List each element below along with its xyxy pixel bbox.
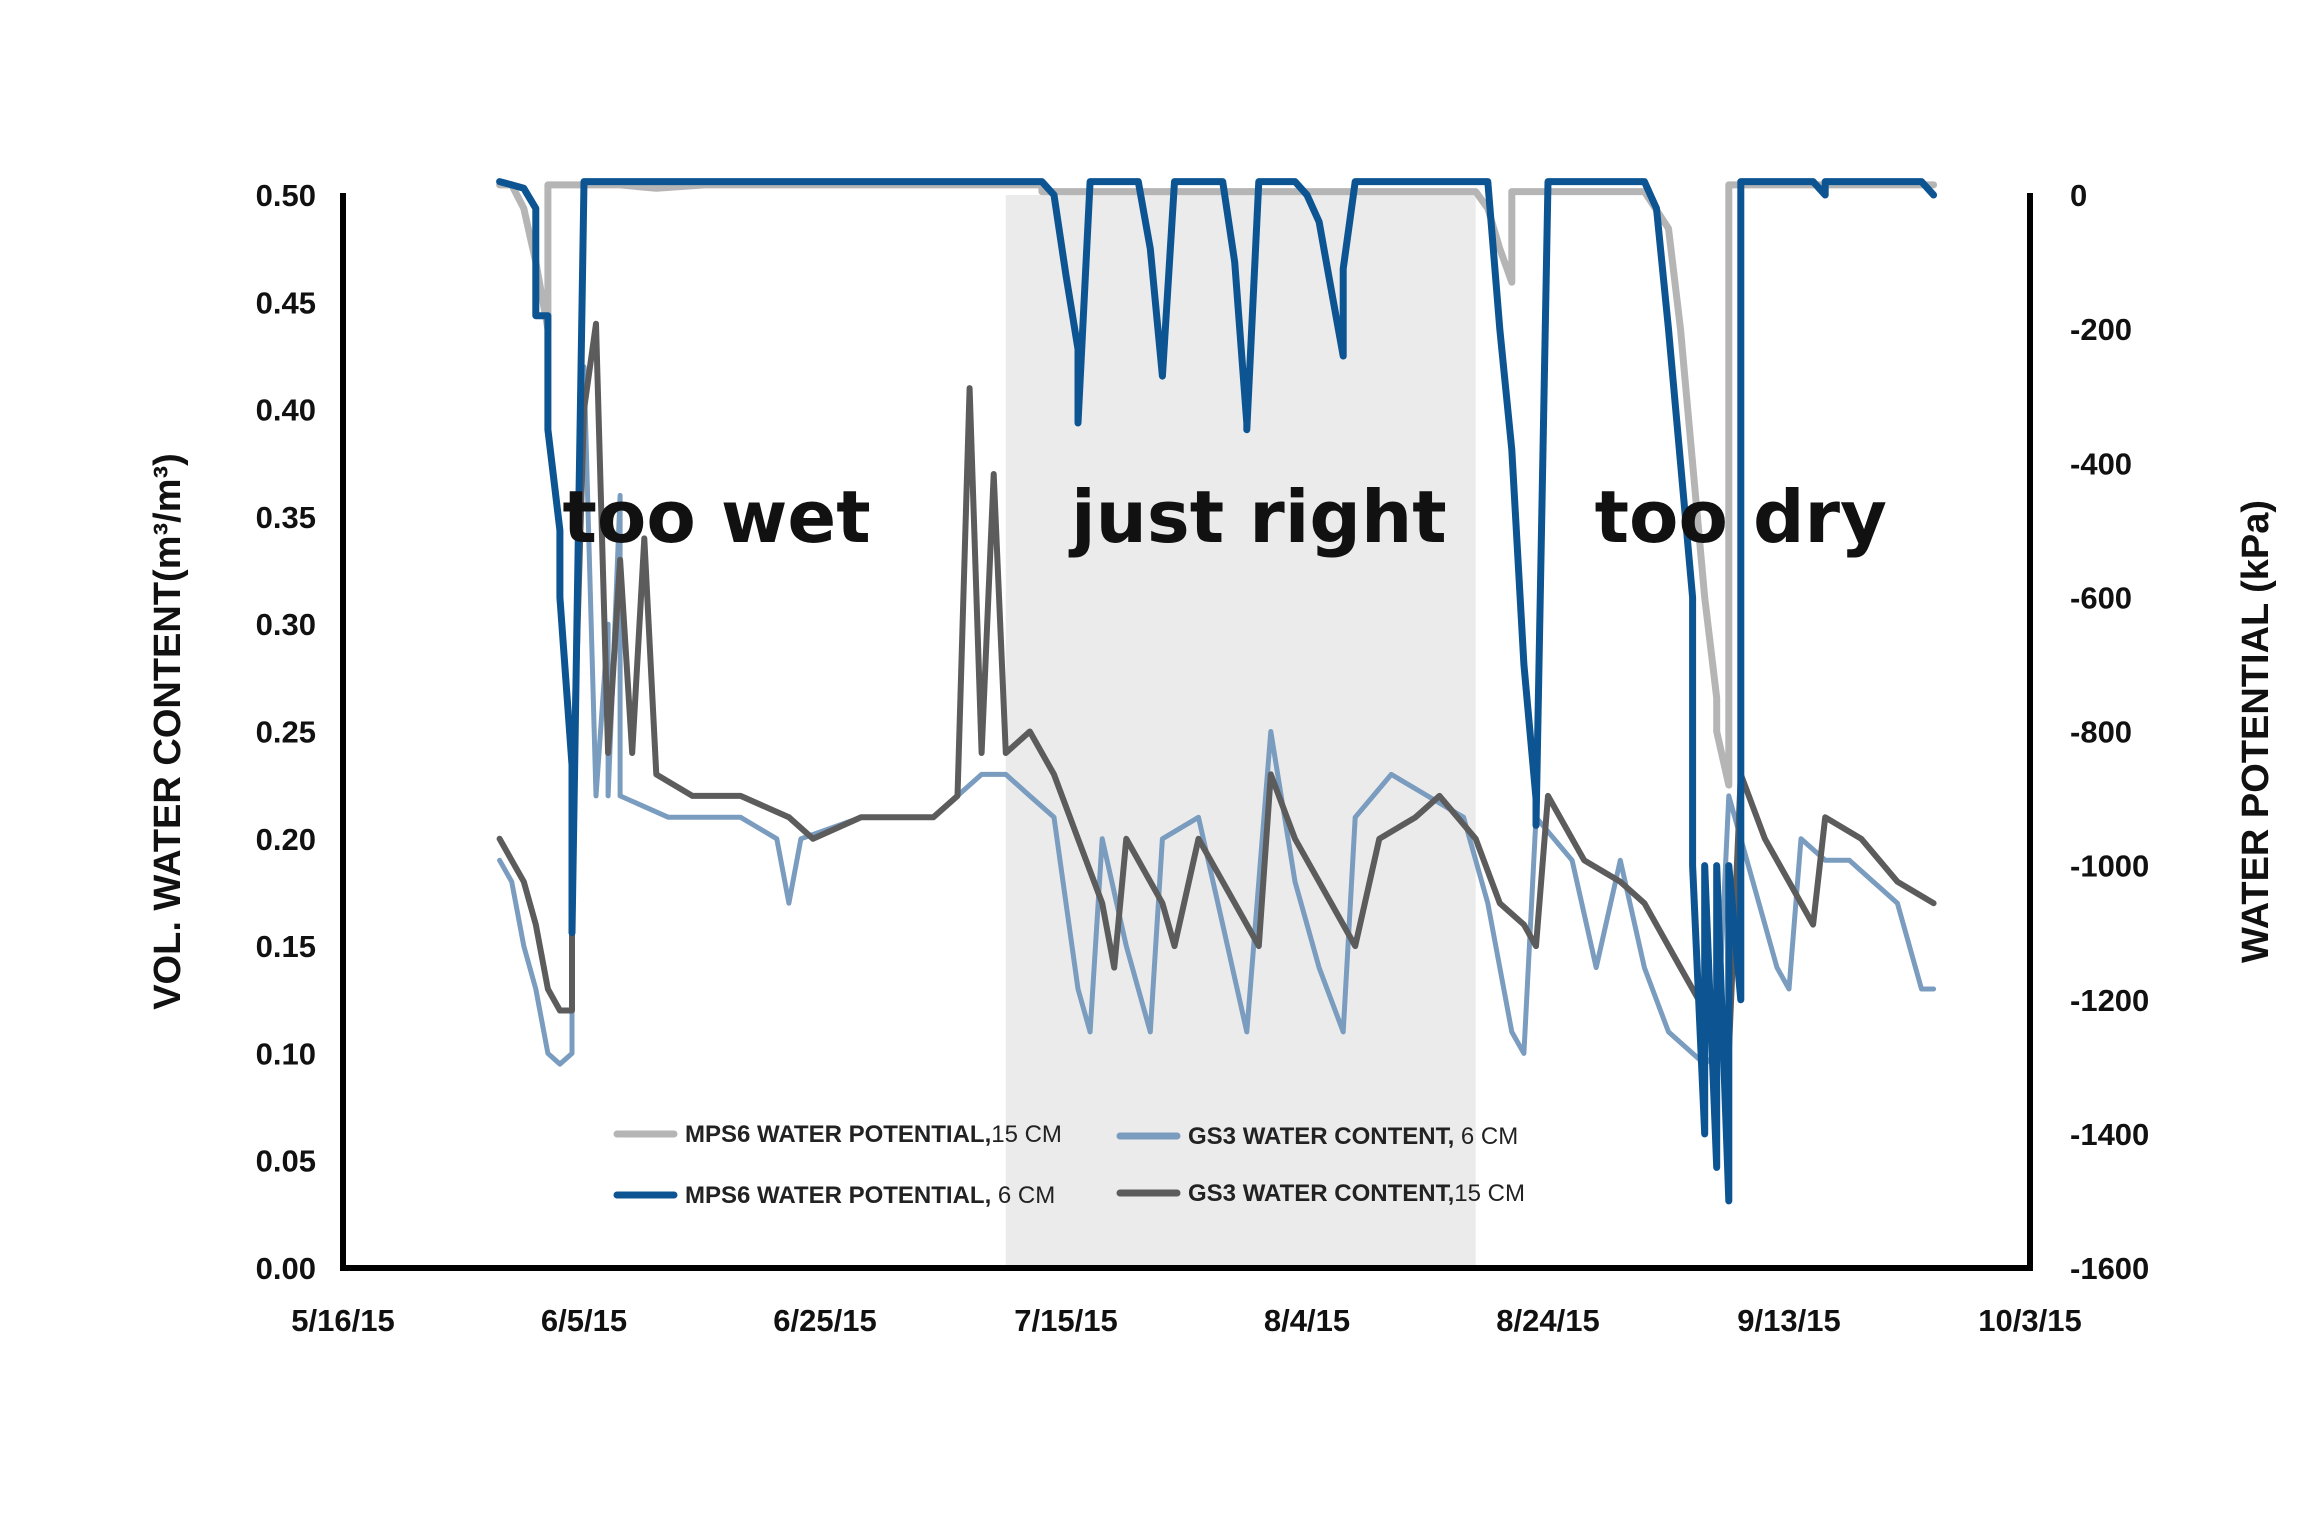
legend-label-gs3-15cm-bold: GS3 WATER CONTENT, (1188, 1180, 1454, 1207)
left-axis-title: VOL. WATER CONTENT(m³/m³) (147, 453, 189, 1010)
x-tick-label: 5/16/15 (291, 1303, 394, 1338)
left-tick-label: 0.10 (256, 1036, 316, 1071)
legend-label-gs3-6cm-depth: 6 CM (1454, 1123, 1518, 1150)
legend-label-gs3-6cm-bold: GS3 WATER CONTENT, (1188, 1123, 1454, 1150)
left-tick-label: 0.20 (256, 822, 316, 857)
x-tick-label: 6/25/15 (773, 1303, 876, 1338)
legend-label-mps6-6cm: MPS6 WATER POTENTIAL, 6 CM (685, 1182, 1055, 1209)
right-tick-label: -1400 (2070, 1117, 2149, 1152)
legend-label-mps6-6cm-bold: MPS6 WATER POTENTIAL, (685, 1182, 991, 1209)
left-tick-label: 0.30 (256, 607, 316, 642)
legend-label-mps6-15cm: MPS6 WATER POTENTIAL,15 CM (685, 1121, 1062, 1148)
legend: MPS6 WATER POTENTIAL,15 CM MPS6 WATER PO… (613, 1121, 1525, 1209)
left-tick-label: 0.50 (256, 178, 316, 213)
legend-label-gs3-15cm-depth: 15 CM (1454, 1180, 1525, 1207)
right-tick-label: -200 (2070, 312, 2132, 347)
right-tick-label: 0 (2070, 178, 2087, 213)
left-tick-label: 0.05 (256, 1144, 316, 1179)
region-label-too-wet: too wet (562, 475, 870, 559)
right-tick-label: -1200 (2070, 983, 2149, 1018)
right-tick-label: -600 (2070, 580, 2132, 615)
series-line-mps6-water-potential-6-cm (496, 178, 1938, 1205)
region-labels: too wet just right too dry (562, 475, 1887, 559)
x-tick-label: 9/13/15 (1737, 1303, 1840, 1338)
x-tick-label: 10/3/15 (1978, 1303, 2081, 1338)
left-tick-label: 0.35 (256, 500, 316, 535)
legend-label-mps6-15cm-depth: 15 CM (991, 1121, 1062, 1148)
left-tick-label: 0.00 (256, 1251, 316, 1286)
left-tick-label: 0.15 (256, 929, 316, 964)
series-layer (496, 178, 1938, 1205)
region-label-just-right: just right (1068, 475, 1447, 559)
region-label-too-dry: too dry (1595, 475, 1887, 559)
series-line-mps6-water-potential-15-cm (496, 181, 1938, 789)
x-tick-label: 8/24/15 (1496, 1303, 1599, 1338)
legend-label-mps6-6cm-depth: 6 CM (991, 1182, 1055, 1209)
right-tick-label: -1000 (2070, 849, 2149, 884)
right-tick-label: -800 (2070, 715, 2132, 750)
legend-label-mps6-15cm-bold: MPS6 WATER POTENTIAL, (685, 1121, 991, 1148)
legend-label-gs3-15cm: GS3 WATER CONTENT,15 CM (1188, 1180, 1525, 1207)
left-tick-label: 0.40 (256, 393, 316, 428)
x-tick-label: 8/4/15 (1264, 1303, 1350, 1338)
right-tick-label: -1600 (2070, 1251, 2149, 1286)
left-tick-label: 0.45 (256, 285, 316, 320)
right-tick-label: -400 (2070, 446, 2132, 481)
legend-label-gs3-6cm: GS3 WATER CONTENT, 6 CM (1188, 1123, 1518, 1150)
axes-layer: 0.00 0.05 0.10 0.15 0.20 0.25 0.30 0.35 0.40 0.45… (256, 178, 2150, 1338)
left-tick-label: 0.25 (256, 715, 316, 750)
series-line-gs3-water-content-15-cm (496, 320, 1937, 1057)
x-tick-label: 7/15/15 (1014, 1303, 1117, 1338)
right-axis-title: WATER POTENTIAL (kPa) (2235, 500, 2277, 963)
x-tick-label: 6/5/15 (541, 1303, 627, 1338)
